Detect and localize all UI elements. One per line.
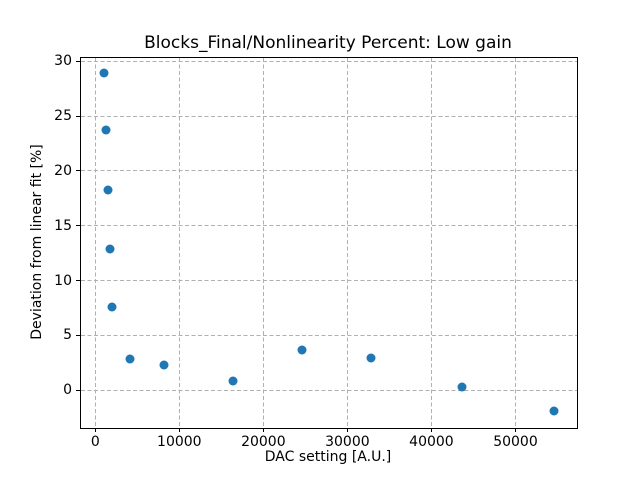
x-tick-label: 30000 bbox=[325, 434, 370, 450]
data-point bbox=[105, 244, 115, 254]
y-gridline bbox=[81, 60, 577, 62]
data-point bbox=[366, 353, 376, 363]
x-gridline bbox=[514, 58, 516, 428]
x-tick bbox=[178, 428, 180, 432]
data-point bbox=[103, 185, 113, 195]
data-point bbox=[549, 406, 559, 416]
y-tick-label: 20 bbox=[54, 162, 72, 179]
x-tick bbox=[94, 428, 96, 432]
data-point bbox=[228, 376, 238, 386]
x-tick-label: 20000 bbox=[241, 434, 286, 450]
plot-area: 0 10000 20000 30000 40000 50000 0 5 10 15 20 25 30 bbox=[54, 53, 578, 450]
y-tick bbox=[76, 334, 80, 336]
y-gridline bbox=[81, 389, 577, 391]
data-point bbox=[107, 302, 117, 312]
y-tick bbox=[76, 170, 80, 172]
x-tick bbox=[346, 428, 348, 432]
y-tick-label: 15 bbox=[54, 217, 72, 234]
chart-title: Blocks_Final/Nonlinearity Percent: Low g… bbox=[144, 33, 512, 53]
y-gridline bbox=[81, 334, 577, 336]
x-tick-label: 50000 bbox=[493, 434, 538, 450]
data-point bbox=[297, 345, 307, 355]
y-gridline bbox=[81, 115, 577, 117]
y-tick bbox=[76, 60, 80, 62]
x-tick-label: 0 bbox=[90, 434, 100, 450]
y-gridline bbox=[81, 280, 577, 282]
data-point bbox=[457, 382, 467, 392]
y-tick bbox=[76, 280, 80, 282]
data-point bbox=[159, 360, 169, 370]
y-axis-label: Deviation from linear fit [%] bbox=[29, 144, 45, 340]
x-gridline bbox=[346, 58, 348, 428]
x-tick-label: 40000 bbox=[409, 434, 454, 450]
y-tick bbox=[76, 225, 80, 227]
x-tick bbox=[262, 428, 264, 432]
x-tick-label: 10000 bbox=[157, 434, 202, 450]
y-tick-label: 10 bbox=[54, 272, 72, 289]
x-axis-label: DAC setting [A.U.] bbox=[264, 449, 392, 465]
y-tick-label: 25 bbox=[54, 108, 72, 125]
y-gridline bbox=[81, 225, 577, 227]
data-point bbox=[101, 125, 111, 135]
y-tick-label: 0 bbox=[63, 382, 72, 399]
x-tick bbox=[514, 428, 516, 432]
y-tick bbox=[76, 389, 80, 391]
data-point bbox=[99, 68, 109, 78]
x-gridline bbox=[262, 58, 264, 428]
x-gridline bbox=[178, 58, 180, 428]
x-gridline bbox=[94, 58, 96, 428]
x-tick bbox=[430, 428, 432, 432]
y-tick bbox=[76, 115, 80, 117]
data-point bbox=[125, 354, 135, 364]
y-tick-label: 5 bbox=[63, 327, 72, 344]
y-gridline bbox=[81, 170, 577, 172]
x-gridline bbox=[430, 58, 432, 428]
y-tick-label: 30 bbox=[54, 53, 72, 70]
